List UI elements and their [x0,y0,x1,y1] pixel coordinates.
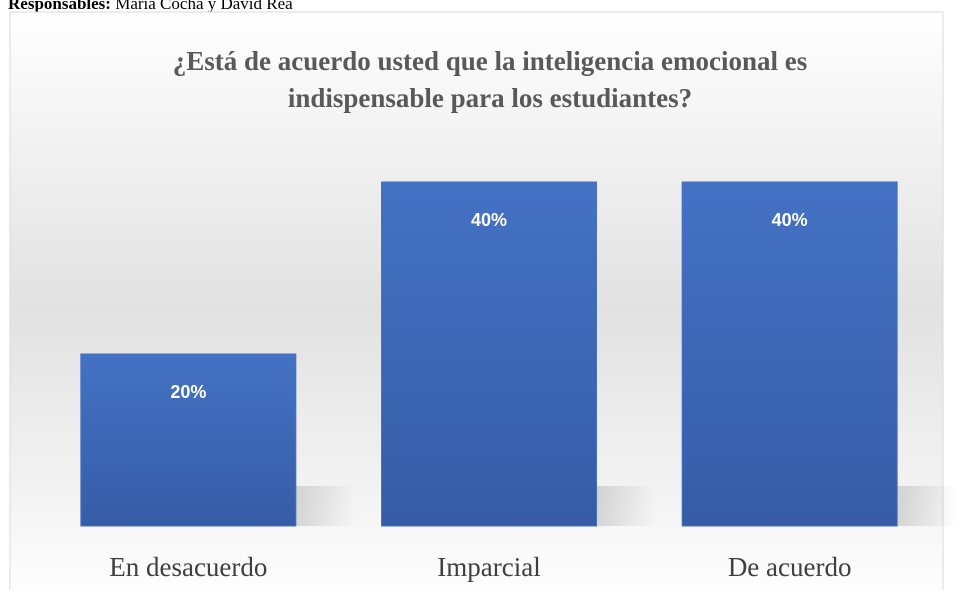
x-tick-label: De acuerdo [728,552,852,582]
x-tick-label: En desacuerdo [109,552,267,582]
bar [681,181,898,527]
x-tick-label: Imparcial [437,552,540,582]
bar [381,181,597,527]
bar [80,353,297,527]
caption-text: María Cocha y David Rea [115,0,293,13]
chart-title: indispensable para los estudiantes? [288,83,692,113]
value-label: 40% [772,210,808,230]
bar-shadow [897,486,955,526]
chart-title: ¿Está de acuerdo usted que la inteligenc… [173,46,807,76]
caption-label: Responsables: [8,0,111,13]
caption: Responsables: María Cocha y David Rea [8,0,293,14]
value-label: 40% [471,210,507,230]
bar-shadow [295,486,356,526]
bar-shadow [596,486,657,526]
value-label: 20% [170,382,206,402]
